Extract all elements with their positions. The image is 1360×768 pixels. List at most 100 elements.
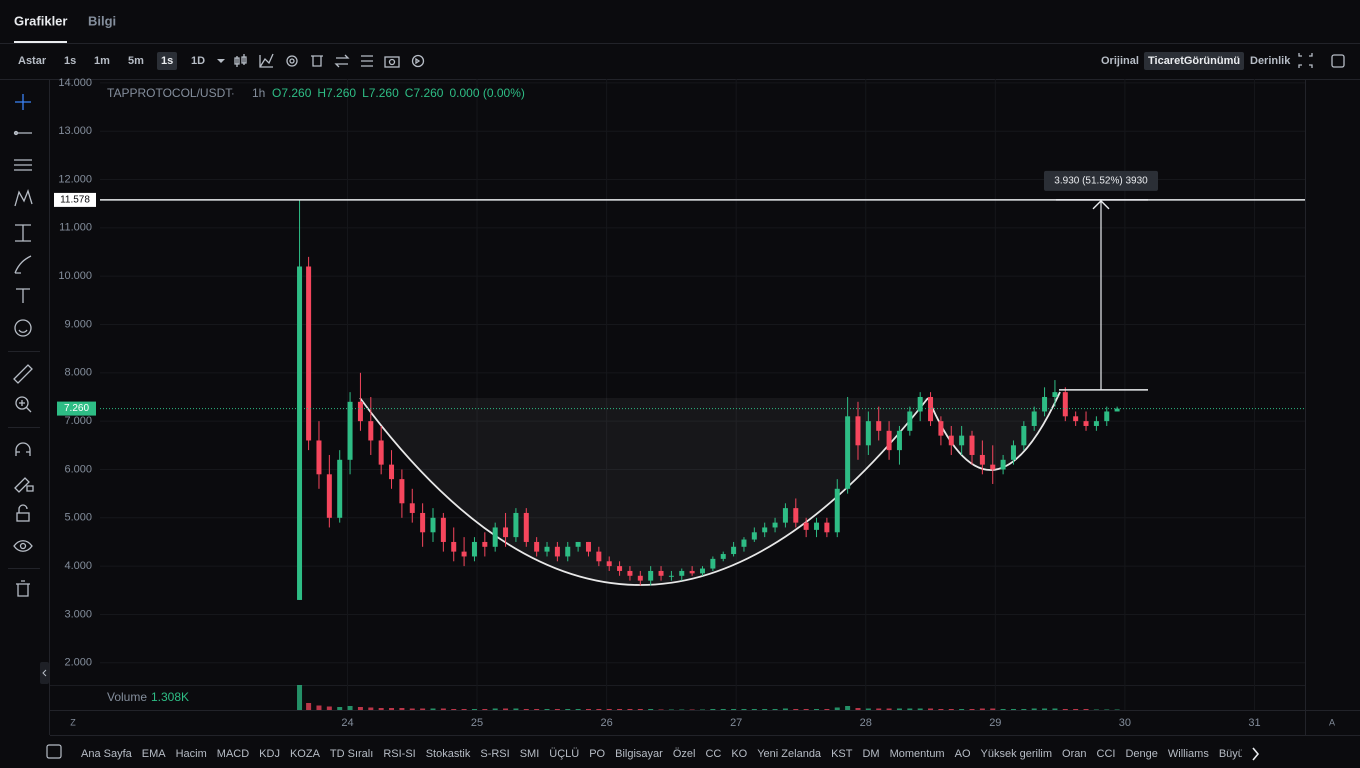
volume-bar: [689, 709, 695, 710]
indicator-button[interactable]: DM: [862, 748, 879, 760]
scale-button[interactable]: Z: [70, 717, 76, 727]
indicator-button[interactable]: Özel: [673, 748, 696, 760]
volume-bar: [513, 708, 519, 710]
interval-button[interactable]: Astar: [18, 55, 47, 67]
zoom-tool[interactable]: [15, 396, 32, 413]
indicator-button[interactable]: AO: [955, 748, 971, 760]
indicator-button[interactable]: MACD: [217, 748, 249, 760]
ruler-tool[interactable]: [13, 364, 33, 384]
indicator-scroll[interactable]: [1252, 747, 1260, 761]
indicator-button[interactable]: EMA: [142, 748, 167, 760]
text-tool[interactable]: [16, 288, 30, 303]
measure-tool[interactable]: [15, 224, 31, 242]
indicator-button[interactable]: Ana Sayfa: [81, 748, 133, 760]
x-tick-label: 29: [989, 717, 1001, 729]
indicator-button[interactable]: S-RSI: [480, 748, 509, 760]
indicator-button[interactable]: KOZA: [290, 748, 321, 760]
volume-bar: [357, 707, 363, 710]
lock-draw-tool[interactable]: [14, 477, 34, 493]
visibility-tool[interactable]: [13, 540, 33, 552]
pattern-tool[interactable]: [14, 189, 33, 207]
settings-checkbox[interactable]: [1331, 54, 1345, 68]
collapse-button[interactable]: [40, 662, 49, 684]
tab[interactable]: Bilgi: [88, 13, 116, 28]
volume-bar: [959, 709, 965, 710]
clear-button[interactable]: [311, 55, 323, 67]
indicator-button[interactable]: Hacim: [176, 748, 207, 760]
indicator-button[interactable]: Bilgisayar: [615, 748, 663, 760]
indicator-button[interactable]: KST: [831, 748, 853, 760]
volume-bar: [1010, 709, 1016, 710]
scale-button[interactable]: A: [1329, 717, 1335, 727]
y-tick-label: 13.000: [58, 125, 92, 137]
volume-bar: [534, 709, 540, 710]
candle-body: [700, 568, 705, 574]
indicator-button[interactable]: Momentum: [890, 748, 945, 760]
indicator-button[interactable]: Oran: [1062, 748, 1086, 760]
lock-tool[interactable]: [16, 504, 30, 522]
candle-body: [679, 570, 685, 576]
view-button[interactable]: Derinlik: [1250, 55, 1291, 67]
indicator-button[interactable]: KDJ: [259, 748, 280, 760]
indicator-button[interactable]: Denge: [1125, 748, 1157, 760]
volume-bar: [1000, 709, 1006, 710]
interval-dropdown[interactable]: [217, 59, 225, 63]
tab[interactable]: Grafikler: [14, 13, 67, 28]
list-button[interactable]: [361, 55, 373, 67]
template-button[interactable]: [286, 55, 298, 67]
interval-button[interactable]: 1m: [94, 55, 110, 67]
emoji-tool[interactable]: [14, 319, 32, 337]
delete-tool[interactable]: [16, 580, 30, 597]
indicator-button[interactable]: SMI: [520, 748, 540, 760]
volume-bar: [762, 709, 768, 710]
candle-body: [731, 546, 737, 555]
candle-body: [959, 435, 965, 446]
view-selected: [1144, 52, 1244, 70]
indicator-button[interactable]: KO: [731, 748, 747, 760]
magnet-tool[interactable]: [15, 442, 31, 456]
indicator-button[interactable]: [259, 53, 274, 68]
indicator-button[interactable]: PO: [589, 748, 605, 760]
candle-body: [855, 416, 861, 446]
volume-bar: [503, 708, 509, 710]
compare-button[interactable]: [334, 54, 350, 68]
indicator-button[interactable]: Yeni Zelanda: [757, 748, 822, 760]
fullscreen-button[interactable]: [1298, 53, 1313, 68]
x-tick-label: 28: [860, 717, 872, 729]
candle-body: [1042, 396, 1048, 412]
indicator-button[interactable]: Büyük beden kadın: [1219, 748, 1313, 760]
y-tick-label: 5.000: [64, 512, 92, 524]
indicator-button[interactable]: CC: [705, 748, 721, 760]
x-tick-label: 27: [730, 717, 742, 729]
indicator-button[interactable]: TD Sıralı: [330, 748, 373, 760]
last-price-box: [57, 401, 96, 416]
hline-tool[interactable]: [14, 159, 32, 171]
brush-tool[interactable]: [14, 255, 32, 274]
indicator-button[interactable]: RSI-SI: [383, 748, 415, 760]
interval-button[interactable]: 1D: [191, 55, 205, 67]
indicator-button[interactable]: CCI: [1097, 748, 1116, 760]
candle-type-button[interactable]: [234, 54, 247, 67]
calendar-icon[interactable]: [46, 744, 62, 759]
interval-button[interactable]: 5m: [128, 55, 144, 67]
volume-bar: [306, 703, 312, 710]
interval-button[interactable]: 1s: [161, 55, 173, 67]
interval-button[interactable]: 1s: [64, 55, 76, 67]
replay-button[interactable]: [411, 54, 425, 68]
screenshot-button[interactable]: [384, 56, 400, 68]
crosshair-tool[interactable]: [15, 94, 31, 110]
measure-label-box: [1044, 170, 1158, 191]
indicator-button[interactable]: ÜÇLÜ: [549, 748, 579, 760]
candles: [297, 199, 1120, 710]
indicator-button[interactable]: Stokastik: [426, 748, 471, 760]
x-tick-label: 24: [341, 717, 353, 729]
indicator-button[interactable]: Williams: [1168, 748, 1209, 760]
view-button[interactable]: Orijinal: [1101, 55, 1139, 67]
indicator-button[interactable]: Yüksek gerilim: [981, 748, 1053, 760]
volume-bar: [1083, 709, 1089, 710]
candle-body: [886, 430, 892, 451]
line-tool[interactable]: [13, 130, 32, 136]
view-button[interactable]: TicaretGörünümü: [1148, 55, 1240, 67]
candle-body: [845, 416, 851, 489]
